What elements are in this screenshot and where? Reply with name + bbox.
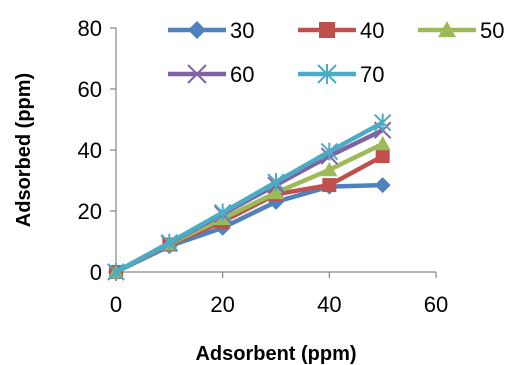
series-70 [107,113,392,281]
star-marker [160,233,179,252]
y-tick-label: 60 [78,77,102,102]
x-marker [187,64,207,84]
series-layer [107,113,392,281]
legend-item-50: 50 [418,18,504,43]
y-tick-label: 80 [78,16,102,41]
x-tick-label: 60 [424,292,448,317]
x-axis-title: Adsorbent (ppm) [195,343,356,365]
legend-item-40: 40 [298,18,384,43]
axes [110,27,437,278]
legend-item-30: 30 [168,18,254,43]
star-marker [107,263,125,281]
diamond-marker [188,21,206,39]
x-tick-label: 20 [210,292,234,317]
star-marker [373,113,392,132]
tick-labels: 0 20 40 60 80 0 20 40 60 [78,16,449,317]
triangle-marker [321,161,338,177]
star-marker [317,64,337,84]
x-tick-label: 0 [110,292,122,317]
triangle-marker [438,21,456,38]
y-tick-label: 20 [78,199,102,224]
y-axis-title: Adsorbed (ppm) [13,73,35,227]
legend-label-60: 60 [230,62,254,87]
series-line-70 [114,120,384,274]
diamond-marker [374,177,391,194]
square-marker [375,149,390,164]
legend-label-70: 70 [360,62,384,87]
star-marker [213,203,232,222]
legend: 30 40 50 60 70 [168,18,504,87]
triangle-marker [374,135,391,151]
legend-item-60: 60 [168,62,254,87]
star-marker [320,142,339,161]
legend-label-30: 30 [230,18,254,43]
legend-item-70: 70 [298,62,384,87]
square-marker [319,22,335,38]
star-marker [267,173,285,192]
y-tick-label: 0 [90,260,102,285]
x-marker-stroke [187,64,207,84]
triangle-marker [268,184,284,200]
square-marker [322,178,337,193]
y-tick-label: 40 [78,138,102,163]
series-30 [108,177,391,280]
legend-label-40: 40 [360,18,384,43]
legend-label-50: 50 [480,18,504,43]
x-tick-label: 40 [317,292,341,317]
